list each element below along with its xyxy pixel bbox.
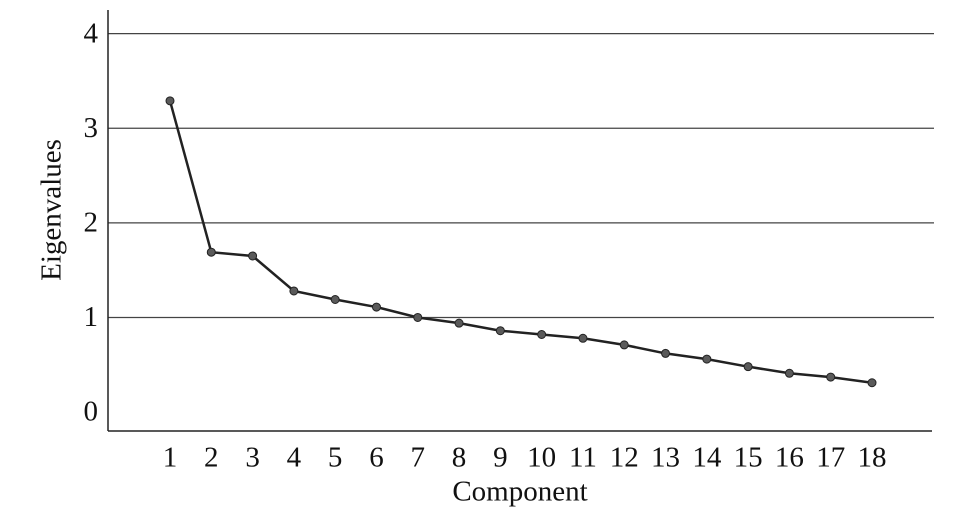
x-tick-label: 2 [204,442,219,474]
point [537,330,547,340]
point [743,362,753,372]
point [619,340,629,350]
x-tick-label: 1 [163,442,178,474]
x-tick-label: 5 [328,442,343,474]
point [165,96,175,106]
x-tick-label: 7 [411,442,426,474]
y-tick-label: 1 [84,301,99,333]
y-axis-title: Eigenvalues [36,139,68,281]
y-tick-label: 4 [84,17,99,49]
x-tick-label: 9 [493,442,508,474]
x-axis-title: Component [452,476,587,508]
point [371,302,381,312]
x-tick-label: 3 [245,442,260,474]
point [413,312,423,322]
point [826,372,836,382]
y-tick-label: 0 [84,396,99,428]
y-tick-label: 3 [84,112,99,144]
x-tick-label: 17 [816,442,845,474]
x-tick-label: 14 [692,442,722,474]
point [289,286,299,296]
point [867,378,877,388]
x-tick-label: 8 [452,442,467,474]
x-tick-label: 18 [858,442,887,474]
point [578,333,588,343]
y-tick-label: 2 [84,207,99,239]
x-tick-label: 6 [369,442,384,474]
x-tick-label: 4 [287,442,302,474]
x-tick-label: 15 [734,442,763,474]
point [661,348,671,358]
point [330,294,340,304]
x-tick-label: 11 [569,442,597,474]
point [784,368,794,378]
point [248,251,258,261]
x-tick-label: 12 [610,442,639,474]
point [206,247,216,257]
x-tick-label: 10 [527,442,556,474]
point [495,326,505,336]
line [168,100,873,384]
x-tick-label: 16 [775,442,804,474]
x-tick-label: 13 [651,442,680,474]
point [702,354,712,364]
point [454,318,464,328]
